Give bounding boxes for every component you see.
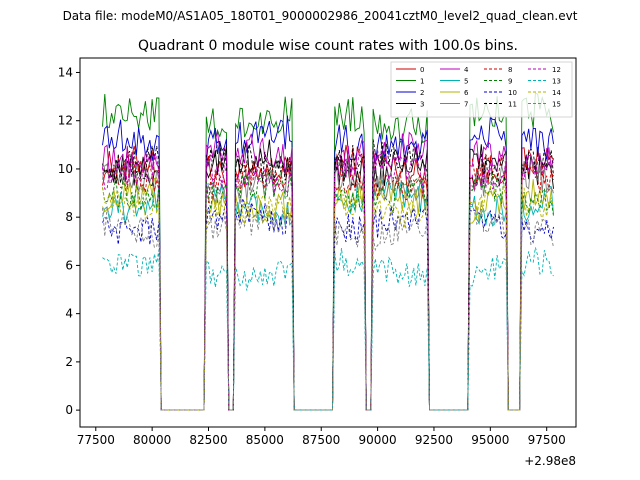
y-tick-label: 6 <box>65 258 73 272</box>
legend-label-12: 12 <box>552 66 561 74</box>
legend-label-14: 14 <box>552 89 561 97</box>
legend-label-11: 11 <box>508 101 517 109</box>
legend-label-15: 15 <box>552 101 561 109</box>
x-tick-label: 77500 <box>77 433 115 447</box>
x-tick-label: 97500 <box>528 433 566 447</box>
legend-label-10: 10 <box>508 89 517 97</box>
legend-label-9: 9 <box>508 78 512 86</box>
y-tick-label: 12 <box>58 114 73 128</box>
y-tick-label: 0 <box>65 403 73 417</box>
legend-label-6: 6 <box>464 89 469 97</box>
figure-suptitle: Data file: modeM0/AS1A05_180T01_90000029… <box>63 9 578 23</box>
x-tick-label: 82500 <box>189 433 227 447</box>
series-layer <box>102 92 554 411</box>
legend-label-8: 8 <box>508 66 512 74</box>
legend-label-1: 1 <box>420 78 424 86</box>
legend-frame <box>390 61 573 118</box>
legend-label-5: 5 <box>464 78 468 86</box>
axes-frame <box>79 57 577 428</box>
x-tick-label: 95000 <box>471 433 509 447</box>
y-tick-label: 2 <box>65 355 73 369</box>
x-tick-label: 85000 <box>246 433 284 447</box>
series-line-15 <box>102 203 554 411</box>
legend-label-7: 7 <box>464 101 468 109</box>
y-axis: 0 2 4 6 8 10 12 14 <box>58 65 80 417</box>
y-tick-label: 14 <box>58 65 73 79</box>
x-axis: 77500 80000 82500 85000 87500 90000 92500 95000… <box>77 427 566 447</box>
y-tick-label: 10 <box>58 162 73 176</box>
x-axis-offset-label: +2.98e8 <box>524 454 576 468</box>
legend-label-13: 13 <box>552 78 561 86</box>
x-tick-label: 87500 <box>302 433 340 447</box>
x-tick-label: 90000 <box>359 433 397 447</box>
chart-title: Quadrant 0 module wise count rates with … <box>138 38 518 54</box>
legend-label-4: 4 <box>464 66 469 74</box>
x-tick-label: 92500 <box>415 433 453 447</box>
legend-label-3: 3 <box>420 101 424 109</box>
x-tick-label: 80000 <box>133 433 171 447</box>
legend-label-2: 2 <box>420 89 424 97</box>
y-tick-label: 8 <box>65 210 73 224</box>
y-tick-label: 4 <box>65 307 73 321</box>
legend-label-0: 0 <box>420 66 424 74</box>
